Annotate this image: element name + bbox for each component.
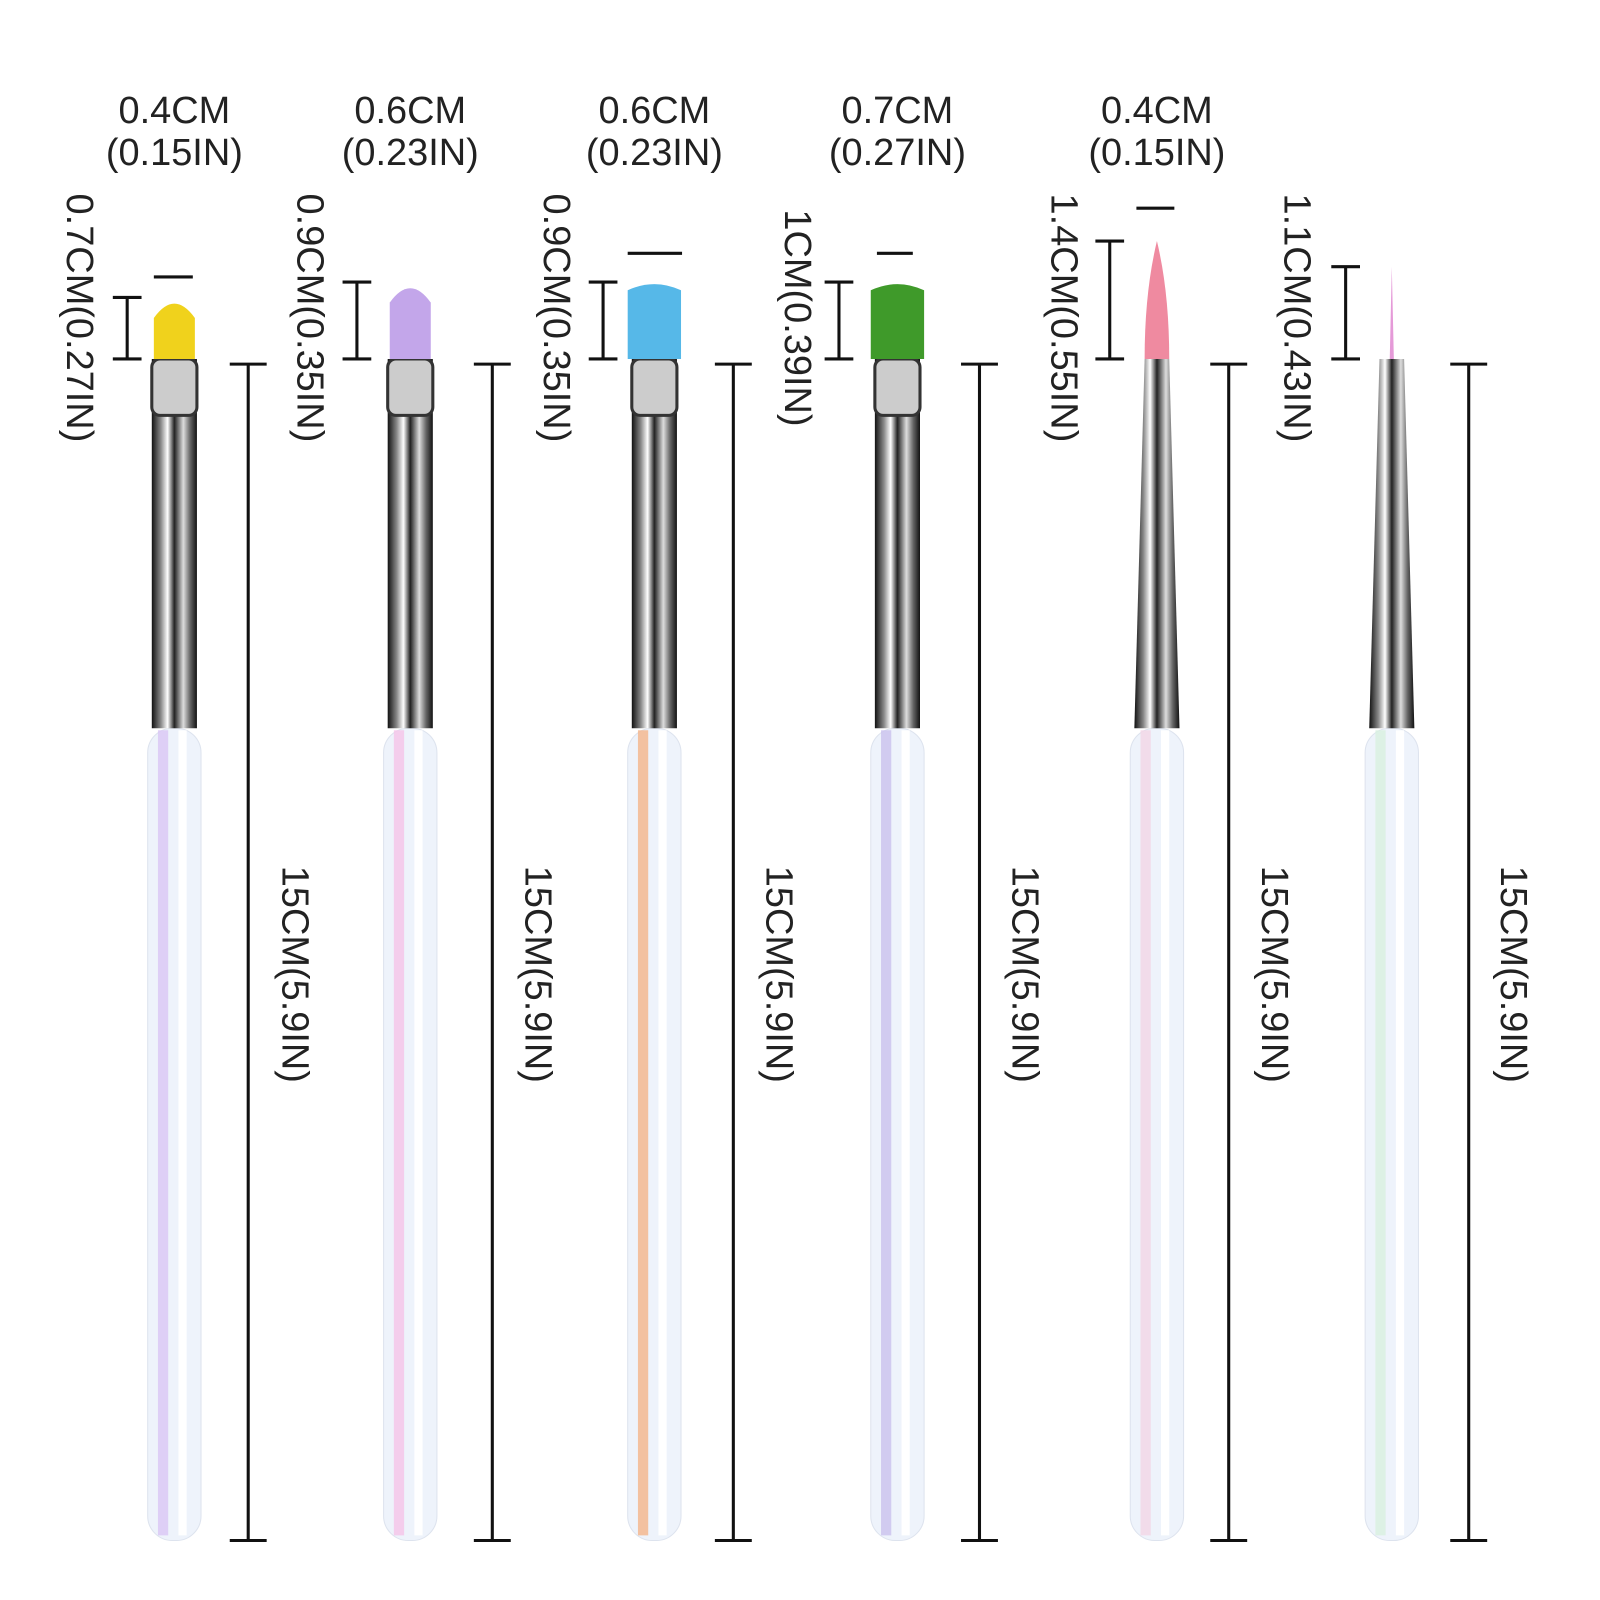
handle <box>1364 727 1419 1542</box>
length-label: 15CM(5.9IN) <box>757 866 799 1083</box>
bristles <box>627 284 682 359</box>
handle-stripe <box>881 730 892 1536</box>
ferrule <box>874 358 920 729</box>
handle-stripe <box>1375 730 1386 1536</box>
width-line: (0.15IN) <box>1088 132 1225 174</box>
width-label: 0.6CM (0.23IN) <box>342 90 479 174</box>
width-line: 0.6CM <box>354 90 466 132</box>
ferrule-cap <box>630 357 679 417</box>
brush: 0.6CM (0.23IN) 0.9CM(0.35IN) 15CM(5.9IN) <box>289 90 558 1543</box>
handle-shine <box>1161 730 1170 1536</box>
brush: 0.4CM (0.15IN)1.4CM(0.55IN) 15CM(5.9IN) <box>1043 90 1295 1543</box>
length-label: 15CM(5.9IN) <box>1492 866 1534 1083</box>
handle-shine <box>414 730 423 1536</box>
width-line: 0.4CM <box>1101 90 1213 132</box>
length-label: 15CM(5.9IN) <box>273 866 315 1083</box>
width-label: 0.4CM (0.15IN) <box>1088 90 1225 174</box>
handle-stripe <box>637 730 649 1536</box>
width-line: (0.23IN) <box>586 132 723 174</box>
ferrule-cap <box>386 357 435 417</box>
length-label: 15CM(5.9IN) <box>1253 866 1295 1083</box>
width-label: 0.6CM (0.23IN) <box>586 90 723 174</box>
brush: 0.6CM (0.23IN)0.9CM(0.35IN) 15CM(5.9IN) <box>535 90 799 1543</box>
bristle-label: 0.7CM(0.27IN) <box>58 194 100 443</box>
handle <box>147 727 202 1542</box>
length-label: 15CM(5.9IN) <box>1004 866 1046 1083</box>
width-line: (0.15IN) <box>106 132 243 174</box>
handle <box>870 727 925 1542</box>
brush: 1.1CM(0.43IN) 15CM(5.9IN) <box>1275 194 1534 1543</box>
ferrule <box>631 358 677 729</box>
length-label: 15CM(5.9IN) <box>516 866 558 1083</box>
bristle-label: 0.9CM(0.35IN) <box>535 194 577 443</box>
handle-stripe <box>1140 730 1151 1536</box>
handle-shine <box>178 730 187 1536</box>
bristles <box>1144 241 1170 359</box>
width-label: 0.7CM (0.27IN) <box>829 90 966 174</box>
width-line: 0.6CM <box>598 90 710 132</box>
bristles <box>870 284 925 359</box>
handle-shine <box>901 730 910 1536</box>
ferrule-cap <box>873 357 922 417</box>
width-line: (0.27IN) <box>829 132 966 174</box>
handle <box>383 727 438 1542</box>
bristle-label: 1.1CM(0.43IN) <box>1275 194 1317 443</box>
handle-stripe <box>157 730 169 1536</box>
handle-shine <box>1395 730 1405 1536</box>
bristle-label: 1CM(0.39IN) <box>776 209 818 426</box>
ferrule <box>151 358 197 729</box>
handle <box>1129 727 1185 1542</box>
bristles <box>153 303 195 359</box>
handle-shine <box>658 730 667 1536</box>
handle <box>627 727 682 1542</box>
ferrule <box>1369 358 1415 729</box>
width-line: (0.23IN) <box>342 132 479 174</box>
ferrule <box>387 358 433 729</box>
bristle-label: 1.4CM(0.55IN) <box>1043 194 1085 443</box>
bristles <box>1389 266 1394 359</box>
brush: 0.4CM (0.15IN)0.7CM(0.27IN) 15CM(5.9IN) <box>58 90 315 1543</box>
width-line: 0.4CM <box>118 90 230 132</box>
handle-stripe <box>393 730 405 1536</box>
bristle-label: 0.9CM(0.35IN) <box>289 194 331 443</box>
brush: 0.7CM (0.27IN) 1CM(0.39IN) 15CM(5.9IN) <box>776 90 1046 1543</box>
width-line: 0.7CM <box>842 90 954 132</box>
ferrule <box>1134 358 1180 729</box>
bristles <box>389 288 431 359</box>
width-label: 0.4CM (0.15IN) <box>106 90 243 174</box>
ferrule-cap <box>150 357 199 417</box>
